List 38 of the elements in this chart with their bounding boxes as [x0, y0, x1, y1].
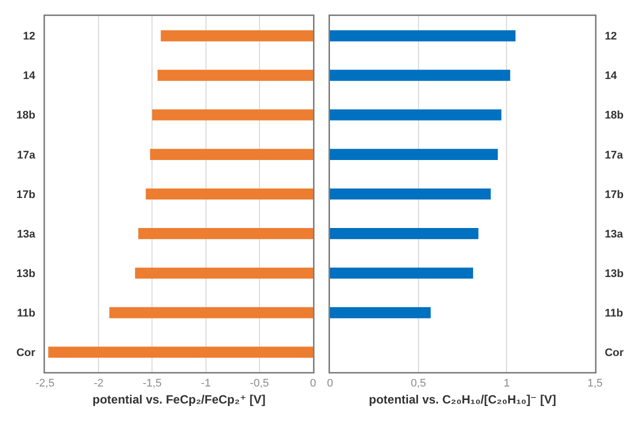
bar [330, 188, 491, 200]
x-tick-label: -0,5 [250, 378, 269, 390]
y-tick-label: Cor [16, 347, 36, 360]
y-tick-label: 13a [16, 228, 36, 240]
y-tick-label: 17b [16, 188, 36, 201]
y-tick-label: 17b [604, 188, 624, 201]
y-tick-label: 17a [604, 149, 624, 162]
y-tick-label: 13b [16, 268, 36, 280]
y-tick-label: 18b [604, 110, 624, 122]
x-tick-label: 0 [310, 378, 316, 390]
y-tick-label: 13a [604, 228, 624, 240]
y-tick-label: 17a [16, 149, 36, 162]
x-tick-label: -1,5 [142, 378, 162, 390]
x-axis-title: potential vs. FeCp₂/FeCp₂⁺ [V] [92, 392, 266, 406]
x-tick-label: -2 [94, 378, 104, 390]
y-tick-label: 18b [16, 110, 36, 122]
x-tick-label: 0 [326, 378, 334, 390]
x-axis-title: potential vs. C₂₀H₁₀/[C₂₀H₁₀]⁻ [V] [368, 392, 556, 406]
y-tick-label: 13b [604, 268, 624, 280]
y-tick-label: 11b [604, 308, 624, 320]
x-tick-label: -1 [200, 378, 211, 390]
bar [330, 307, 431, 318]
x-tick-label: 1,5 [587, 378, 603, 390]
bar [330, 148, 498, 160]
bar [330, 70, 510, 81]
y-tick-label: 14 [604, 70, 618, 82]
y-tick-label: Cor [604, 347, 624, 360]
x-tick-label: -2,5 [36, 378, 54, 390]
y-tick-label: 11b [16, 308, 36, 320]
x-tick-label: 0,5 [410, 378, 426, 390]
bar [330, 268, 474, 279]
bar [330, 228, 478, 240]
bar [330, 109, 502, 120]
x-tick-label: 1 [504, 378, 510, 390]
y-tick-label: 12 [23, 30, 36, 43]
y-tick-label: 14 [23, 70, 36, 82]
y-tick-label: 12 [604, 30, 617, 43]
bar [330, 30, 516, 42]
